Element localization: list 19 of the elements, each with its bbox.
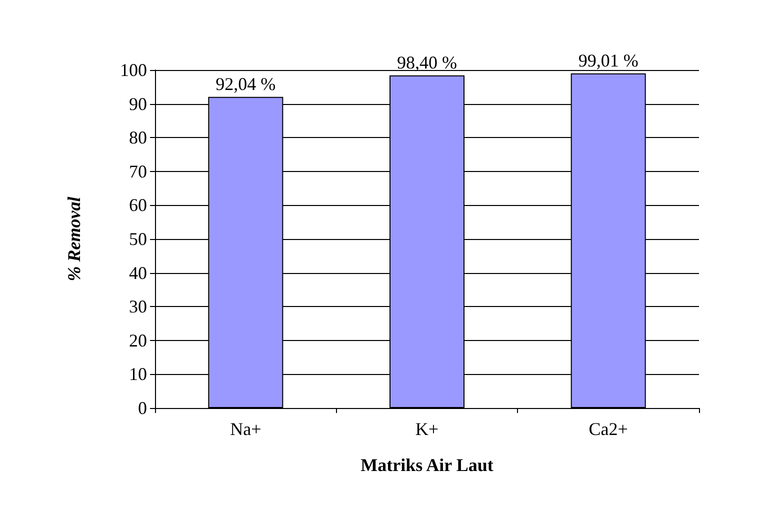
y-axis-title: % Removal bbox=[64, 196, 84, 282]
y-tick-label: 70 bbox=[129, 161, 147, 182]
y-tick-label: 40 bbox=[129, 262, 147, 283]
y-tick-label: 60 bbox=[129, 195, 147, 216]
x-axis-title: Matriks Air Laut bbox=[360, 455, 494, 475]
x-tick-label: Na+ bbox=[230, 419, 262, 439]
y-tick-label: 30 bbox=[129, 296, 147, 317]
data-label: 99,01 % bbox=[578, 50, 638, 70]
y-tick-label: 100 bbox=[120, 60, 147, 80]
data-label: 98,40 % bbox=[397, 52, 457, 72]
x-tick-label: Ca2+ bbox=[588, 419, 628, 439]
y-tick-label: 20 bbox=[129, 330, 147, 350]
data-label: 92,04 % bbox=[216, 74, 276, 94]
y-tick-label: 50 bbox=[129, 229, 147, 249]
x-tick-label: K+ bbox=[415, 419, 439, 439]
y-tick-label: 0 bbox=[138, 398, 147, 418]
y-tick-label: 90 bbox=[129, 94, 147, 114]
y-tick-label: 80 bbox=[129, 128, 147, 148]
y-tick-label: 10 bbox=[129, 364, 147, 384]
